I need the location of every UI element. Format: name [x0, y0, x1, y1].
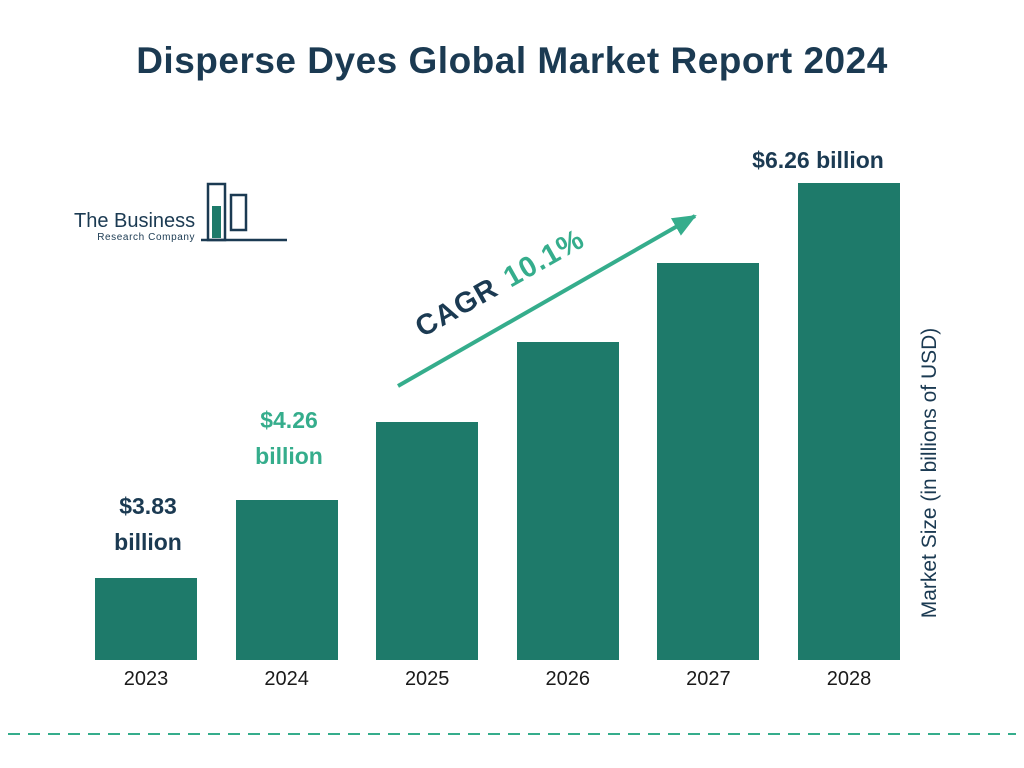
bar-column-2026: 2026 [516, 342, 619, 695]
x-axis-label-2028: 2028 [826, 668, 872, 690]
bar-column-2028: 2028 [797, 183, 900, 695]
x-axis-label-2026: 2026 [545, 668, 591, 690]
value-label-2023-amount: $3.83 [119, 493, 177, 519]
x-axis-label-2025: 2025 [404, 668, 450, 690]
bar-2025 [376, 422, 479, 660]
page-title: Disperse Dyes Global Market Report 2024 [136, 40, 888, 81]
company-logo: The Business Research Company [74, 178, 289, 248]
company-logo-text: The Business Research Company [74, 210, 195, 248]
x-axis-label-2024: 2024 [264, 668, 309, 690]
value-label-2024-unit: billion [255, 443, 323, 469]
value-label-2024-amount: $4.26 [260, 407, 318, 433]
bar-2028 [797, 183, 900, 660]
bar-2027 [657, 263, 760, 660]
value-label-2028: $6.26 billion [752, 147, 884, 173]
value-label-2024: $4.26 billion [229, 402, 349, 474]
bar-chart-logo-icon [201, 182, 288, 242]
value-label-2023-unit: billion [114, 529, 182, 555]
x-axis-label-2027: 2027 [686, 668, 731, 690]
bar-column-2023: 2023 [95, 578, 197, 695]
y-axis-label: Market Size (in billions of USD) [918, 327, 941, 619]
bar-column-2025: 2025 [376, 422, 479, 695]
x-axis-label-2023: 2023 [123, 668, 169, 690]
value-label-2023: $3.83 billion [88, 488, 208, 560]
bar-column-2027: 2027 [657, 263, 760, 695]
bar-2023 [95, 578, 197, 660]
bottom-dashed-divider [8, 733, 1016, 735]
bar-chart: 2023 2024 2025 2026 2027 2028 [95, 183, 900, 695]
company-subname: Research Company [97, 232, 196, 243]
company-name: The Business [74, 210, 196, 232]
bar-2024 [235, 500, 338, 660]
bar-column-2024: 2024 [235, 500, 338, 695]
bar-2026 [516, 342, 619, 660]
